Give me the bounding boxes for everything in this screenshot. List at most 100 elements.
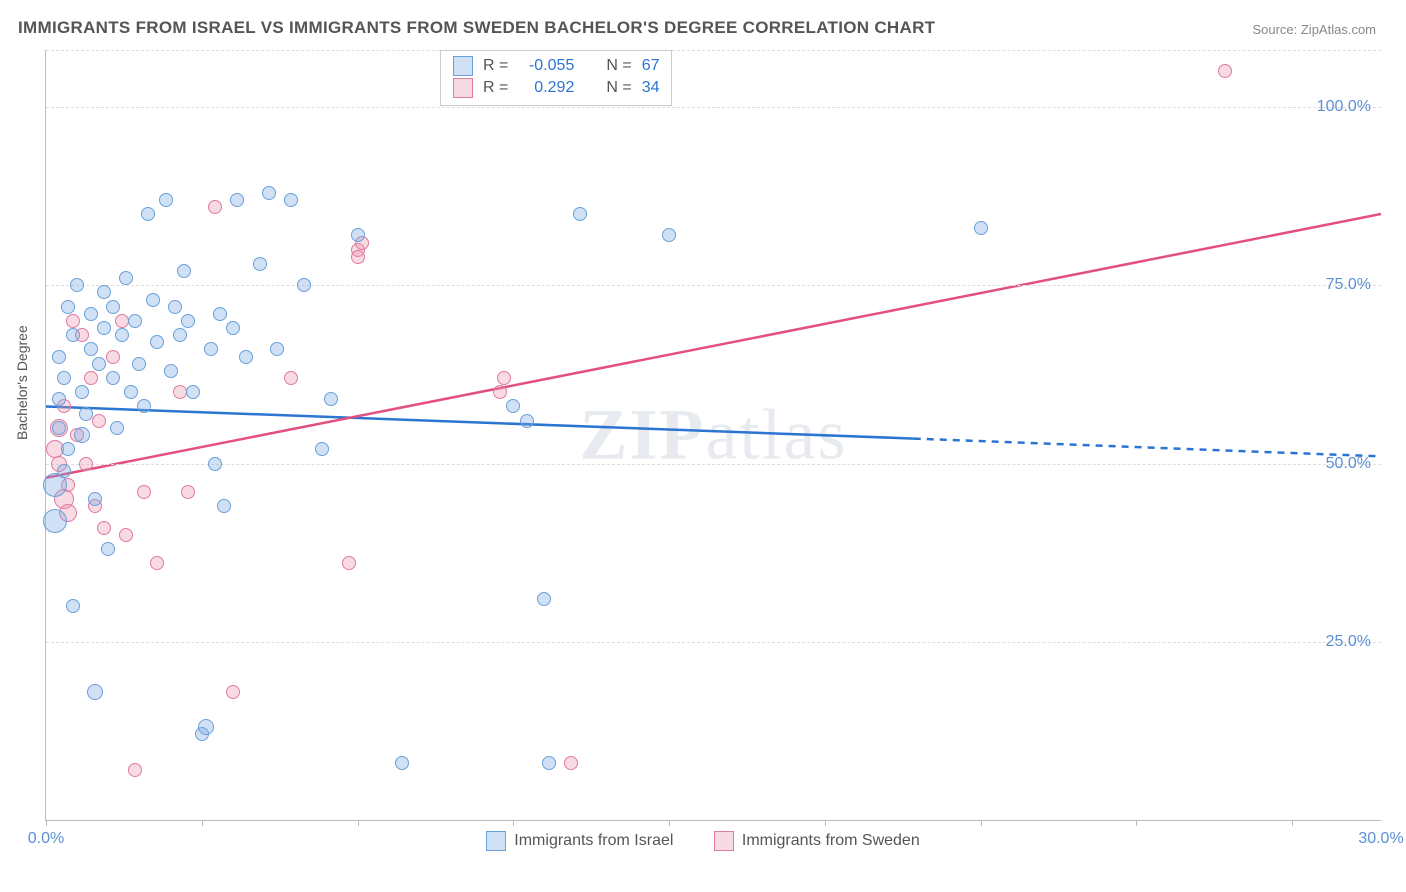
data-point: [164, 364, 178, 378]
data-point: [297, 278, 311, 292]
r-value-sweden: 0.292: [518, 77, 574, 99]
data-point: [239, 350, 253, 364]
data-point: [342, 556, 356, 570]
data-point: [97, 321, 111, 335]
data-point: [262, 186, 276, 200]
legend-row-israel: R = -0.055 N = 67: [453, 55, 659, 77]
data-point: [57, 371, 71, 385]
y-tick-label: 100.0%: [1317, 98, 1371, 116]
data-point: [159, 193, 173, 207]
data-point: [97, 285, 111, 299]
data-point: [57, 464, 71, 478]
data-point: [137, 485, 151, 499]
x-tick-mark: [1136, 820, 1137, 826]
data-point: [520, 414, 534, 428]
data-point: [177, 264, 191, 278]
y-axis-label: Bachelor's Degree: [14, 325, 30, 440]
y-tick-label: 75.0%: [1326, 276, 1371, 294]
data-point: [150, 335, 164, 349]
x-tick-mark: [825, 820, 826, 826]
r-value-israel: -0.055: [518, 55, 574, 77]
data-point: [137, 399, 151, 413]
data-point: [92, 414, 106, 428]
data-point: [52, 421, 66, 435]
data-point: [226, 685, 240, 699]
gridline: [46, 107, 1381, 108]
data-point: [186, 385, 200, 399]
x-tick-mark: [202, 820, 203, 826]
regression-lines: [46, 50, 1381, 820]
data-point: [141, 207, 155, 221]
data-point: [564, 756, 578, 770]
data-point: [66, 599, 80, 613]
data-point: [84, 307, 98, 321]
data-point: [253, 257, 267, 271]
data-point: [101, 542, 115, 556]
data-point: [208, 200, 222, 214]
data-point: [226, 321, 240, 335]
data-point: [542, 756, 556, 770]
swatch-sweden-icon: [714, 831, 734, 851]
data-point: [168, 300, 182, 314]
data-point: [88, 492, 102, 506]
gridline: [46, 464, 1381, 465]
data-point: [75, 385, 89, 399]
n-value-israel: 67: [642, 55, 660, 77]
x-tick-mark: [981, 820, 982, 826]
data-point: [119, 271, 133, 285]
data-point: [115, 314, 129, 328]
data-point: [52, 350, 66, 364]
y-tick-label: 25.0%: [1326, 633, 1371, 651]
x-tick-mark: [513, 820, 514, 826]
data-point: [573, 207, 587, 221]
swatch-israel-icon: [486, 831, 506, 851]
data-point: [150, 556, 164, 570]
data-point: [79, 457, 93, 471]
data-point: [52, 392, 66, 406]
x-tick-mark: [46, 820, 47, 826]
data-point: [115, 328, 129, 342]
data-point: [146, 293, 160, 307]
data-point: [173, 385, 187, 399]
data-point: [70, 278, 84, 292]
r-label: R =: [483, 55, 508, 77]
n-label: N =: [606, 77, 631, 99]
data-point: [132, 357, 146, 371]
data-point: [128, 763, 142, 777]
data-point: [213, 307, 227, 321]
data-point: [119, 528, 133, 542]
data-point: [92, 357, 106, 371]
gridline: [46, 50, 1381, 51]
data-point: [351, 228, 365, 242]
data-point: [43, 509, 67, 533]
n-label: N =: [606, 55, 631, 77]
y-tick-label: 50.0%: [1326, 455, 1371, 473]
gridline: [46, 285, 1381, 286]
data-point: [66, 314, 80, 328]
data-point: [124, 385, 138, 399]
n-value-sweden: 34: [642, 77, 660, 99]
legend-item-sweden: Immigrants from Sweden: [714, 831, 920, 851]
data-point: [198, 719, 214, 735]
scatter-plot: ZIPatlas 25.0%50.0%75.0%100.0%0.0%30.0%: [45, 50, 1381, 821]
data-point: [537, 592, 551, 606]
data-point: [66, 328, 80, 342]
data-point: [493, 385, 507, 399]
data-point: [497, 371, 511, 385]
series-legend: Immigrants from Israel Immigrants from S…: [0, 831, 1406, 856]
r-label: R =: [483, 77, 508, 99]
data-point: [662, 228, 676, 242]
data-point: [74, 427, 90, 443]
data-point: [106, 300, 120, 314]
data-point: [106, 350, 120, 364]
legend-row-sweden: R = 0.292 N = 34: [453, 77, 659, 99]
data-point: [110, 421, 124, 435]
data-point: [79, 407, 93, 421]
data-point: [315, 442, 329, 456]
data-point: [208, 457, 222, 471]
data-point: [84, 371, 98, 385]
x-tick-mark: [1292, 820, 1293, 826]
correlation-legend: R = -0.055 N = 67 R = 0.292 N = 34: [440, 50, 672, 106]
data-point: [284, 371, 298, 385]
data-point: [395, 756, 409, 770]
